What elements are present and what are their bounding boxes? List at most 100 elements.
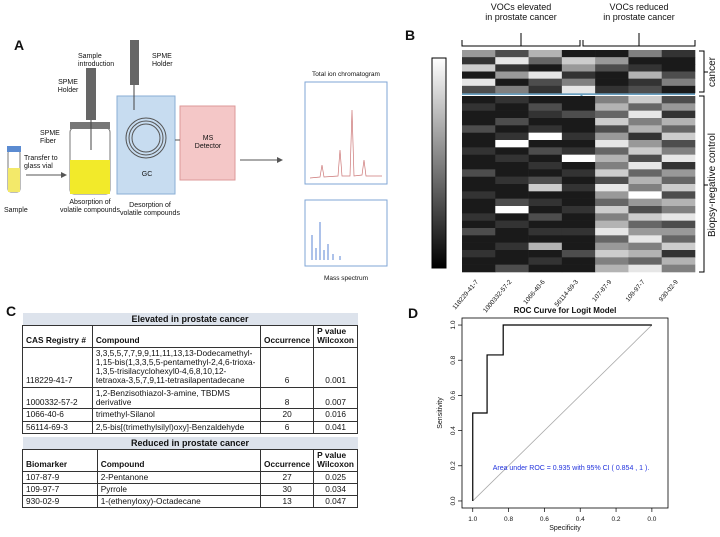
label: Desorption of volatile compounds: [120, 202, 180, 217]
panel-label: A: [14, 37, 24, 53]
label: Transfer to glass vial: [24, 155, 58, 170]
heatmap-cell: [561, 110, 596, 119]
heatmap-cell: [628, 264, 663, 273]
table-cell: 0.034: [313, 482, 358, 497]
heatmap-cell: [628, 132, 663, 141]
heatmap-cell: [628, 162, 663, 170]
heatmap-cell: [595, 242, 629, 251]
heatmap-cell: [561, 264, 596, 273]
table-cell: 2,5-bis[(trimethylsilyl)oxy]-Benzaldehyd…: [91, 420, 262, 434]
heatmap-cell: [495, 198, 529, 207]
heatmap-cell: [528, 110, 563, 119]
x-tick-label: 0.2: [612, 516, 621, 523]
panel-label: D: [408, 305, 418, 321]
heatmap-cell: [595, 125, 629, 133]
heatmap-cell: [595, 169, 629, 177]
heatmap-cell: [628, 235, 663, 243]
x-tick-label: 1.0: [468, 516, 477, 523]
heatmap-cell: [561, 50, 596, 58]
heatmap-cell: [661, 64, 696, 72]
label: Sample introduction: [78, 53, 114, 68]
heatmap-cell: [528, 118, 563, 126]
x-tick-label: 0.8: [504, 516, 513, 523]
table-cell: 0.041: [313, 420, 358, 434]
heatmap-cell: [628, 206, 663, 214]
heatmap-cell: [528, 64, 563, 72]
column-label: 109-97-7: [625, 279, 647, 304]
table-cell: 0.007: [313, 386, 358, 410]
heatmap-cell: [661, 103, 696, 111]
heatmap-cell: [661, 125, 696, 133]
heatmap-cell: [661, 206, 696, 214]
heatmap-cell: [528, 169, 563, 177]
chromatogram-trace: [309, 109, 382, 179]
bracket: [461, 33, 581, 47]
heatmap-cell: [528, 257, 563, 265]
heatmap-cell: [495, 191, 529, 199]
header: VOCs elevated in prostate cancer: [485, 2, 557, 22]
heatmap-cell: [661, 228, 696, 236]
table-cell: 930-02-9: [22, 495, 98, 509]
label: Total ion chromatogram: [312, 71, 380, 78]
heatmap-cell: [561, 125, 596, 133]
heatmap-cell: [462, 250, 496, 258]
x-tick-label: 0.4: [576, 516, 585, 523]
header-cell: P value Wilcoxon: [313, 449, 358, 472]
heatmap-cell: [595, 162, 629, 170]
label: MS Detector: [195, 135, 222, 150]
heatmap-cell: [595, 198, 629, 207]
table-cell: 118229-41-7: [22, 346, 93, 388]
header-cell: Occurrence: [260, 449, 315, 472]
heatmap-cell: [661, 257, 696, 265]
heatmap-cell: [561, 220, 596, 229]
heatmap-cell: [561, 132, 596, 141]
heatmap-cell: [495, 96, 529, 104]
table-cell: 30: [260, 482, 315, 497]
heatmap-cell: [628, 110, 663, 119]
heatmap-cell: [661, 57, 696, 65]
label: Absorption of volatile compounds: [60, 199, 120, 214]
heatmap-cell: [462, 140, 496, 148]
heatmap-cell: [628, 147, 663, 155]
heatmap-cell: [495, 103, 529, 111]
heatmap-cell: [561, 96, 596, 104]
heatmap-cell: [661, 85, 696, 94]
heatmap-cell: [528, 50, 563, 58]
heatmap-cell: [462, 169, 496, 177]
heatmap-cell: [595, 78, 629, 87]
gc-coil: [125, 117, 167, 159]
table-cell: 109-97-7: [22, 482, 98, 497]
annotation: Area under ROC = 0.935 with 95% CI ( 0.8…: [493, 465, 650, 472]
heatmap-cell: [595, 176, 629, 185]
heatmap-cell: [661, 242, 696, 251]
table-cell: 6: [260, 420, 315, 434]
heatmap-cell: [495, 242, 529, 251]
heatmap-cell: [661, 71, 696, 79]
heatmap-cell: [628, 250, 663, 258]
heatmap-cell: [628, 257, 663, 265]
heatmap-cell: [595, 110, 629, 119]
heatmap-cell: [661, 169, 696, 177]
heatmap-cell: [495, 147, 529, 155]
heatmap-cell: [462, 118, 496, 126]
heatmap-cell: [462, 85, 496, 94]
heatmap-cell: [462, 264, 496, 273]
heatmap-cell: [528, 103, 563, 111]
table-cell: 56114-69-3: [22, 420, 93, 434]
chart-title: ROC Curve for Logit Model: [514, 306, 617, 315]
heatmap-cell: [495, 110, 529, 119]
heatmap-cell: [495, 257, 529, 265]
row-group-label: Biopsy-negative control: [707, 133, 718, 237]
heatmap-cell: [628, 176, 663, 185]
heatmap-cell: [561, 169, 596, 177]
header-cell: Compound: [96, 449, 262, 472]
heatmap-cell: [561, 198, 596, 207]
colorbar: [431, 57, 447, 269]
heatmap-cell: [595, 228, 629, 236]
heatmap-cell: [628, 85, 663, 94]
heatmap-cell: [495, 220, 529, 229]
table-cell: 1,2-Benzisothiazol-3-amine, TBDMS deriva…: [91, 386, 262, 410]
heatmap-cell: [528, 242, 563, 251]
